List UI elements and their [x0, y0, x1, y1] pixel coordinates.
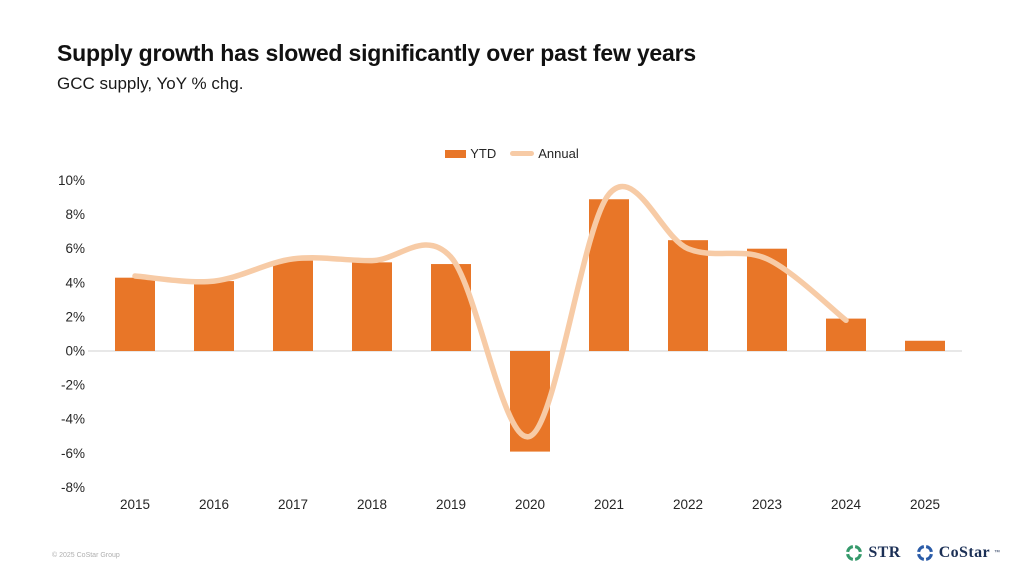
y-tick-0%: 0% [65, 344, 85, 359]
legend-item-annual: Annual [510, 146, 579, 161]
annual-line [132, 183, 849, 440]
y-tick--2%: -2% [61, 378, 85, 393]
ytd-bar-2017 [273, 260, 313, 351]
x-tick-2025: 2025 [910, 497, 940, 512]
ytd-bar-2025 [905, 340, 945, 351]
ytd-bar-2024 [826, 318, 866, 351]
y-tick--6%: -6% [61, 446, 85, 461]
y-tick-2%: 2% [65, 309, 85, 324]
legend-label-annual: Annual [538, 146, 579, 161]
str-logo: STR [844, 543, 900, 563]
ytd-bar-2018 [352, 262, 392, 351]
page-title: Supply growth has slowed significantly o… [57, 40, 696, 66]
x-tick-2021: 2021 [594, 497, 624, 512]
legend-label-ytd: YTD [470, 146, 497, 161]
ytd-bar-2022 [668, 240, 708, 351]
y-tick-4%: 4% [65, 275, 85, 290]
legend-item-ytd: YTD [445, 146, 496, 161]
ytd-swatch [445, 149, 467, 158]
x-tick-2019: 2019 [436, 497, 466, 512]
str-logo-icon [846, 545, 863, 561]
costar-logo-icon [916, 545, 933, 561]
x-tick-2023: 2023 [752, 497, 782, 512]
copyright-text: © 2025 CoStar Group [52, 552, 120, 559]
x-tick-2018: 2018 [357, 497, 387, 512]
ytd-bar-2015 [115, 277, 155, 351]
brand-logos: STR CoStar ™ [844, 543, 1000, 563]
page-subtitle: GCC supply, YoY % chg. [57, 74, 244, 93]
y-tick--4%: -4% [61, 412, 85, 427]
annual-swatch [510, 151, 535, 156]
x-tick-2024: 2024 [831, 497, 862, 512]
y-tick-10%: 10% [58, 173, 85, 188]
y-tick-6%: 6% [65, 241, 85, 256]
chart-legend: YTD Annual [0, 146, 1024, 161]
ytd-bar-2016 [194, 281, 234, 351]
y-tick--8%: -8% [61, 480, 85, 495]
costar-trademark: ™ [994, 550, 1000, 556]
y-tick-8%: 8% [65, 207, 85, 222]
x-tick-2020: 2020 [515, 497, 545, 512]
costar-logo: CoStar ™ [915, 543, 1000, 563]
str-logo-text: STR [868, 544, 901, 561]
x-tick-2015: 2015 [120, 497, 150, 512]
x-tick-2016: 2016 [199, 497, 229, 512]
costar-logo-text: CoStar [938, 544, 990, 561]
x-tick-2022: 2022 [673, 497, 703, 512]
x-tick-2017: 2017 [278, 497, 308, 512]
